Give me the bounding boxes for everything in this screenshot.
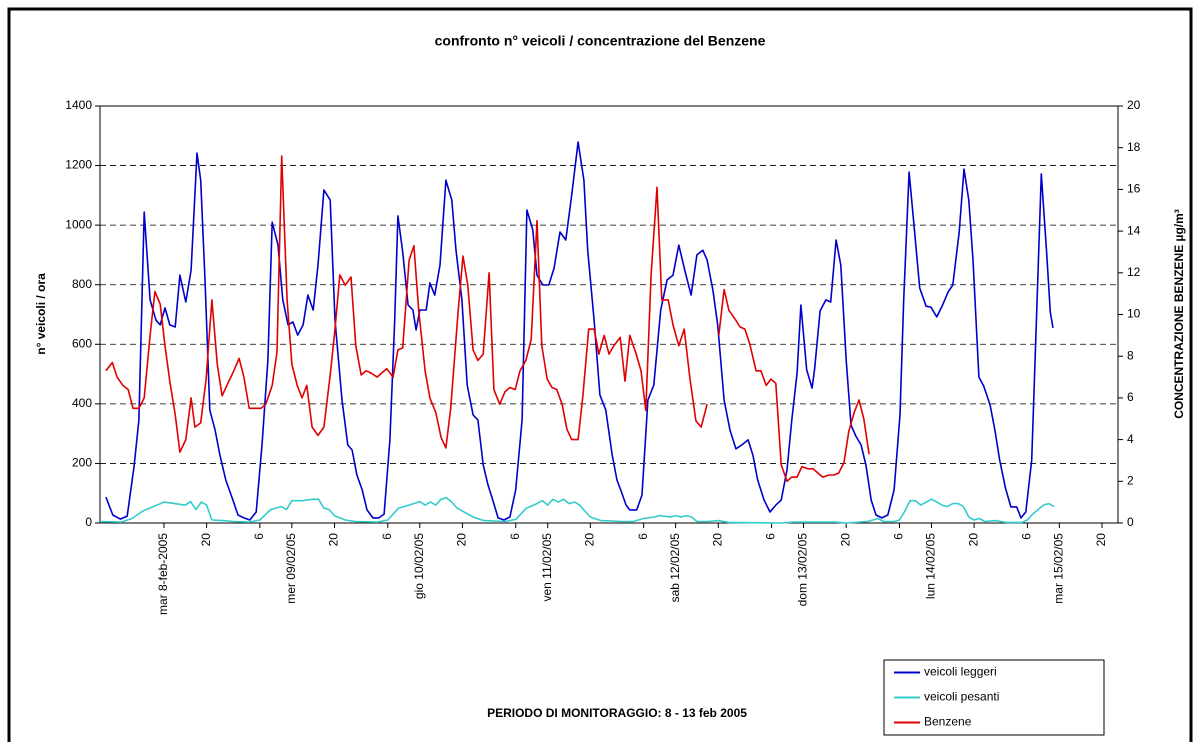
series-line — [105, 141, 1054, 521]
legend-label: veicoli leggeri — [924, 665, 997, 679]
y-tick-label: 1000 — [65, 217, 92, 231]
x-tick-label: 20 — [199, 533, 213, 547]
y2-tick-label: 20 — [1127, 98, 1141, 112]
y-axis-label: n° veicoli / ora — [34, 273, 48, 355]
y2-tick-label: 16 — [1127, 182, 1141, 196]
y-tick-label: 200 — [72, 456, 92, 470]
x-tick-label: gio 10/02/05 — [412, 533, 426, 599]
y2-tick-label: 6 — [1127, 390, 1134, 404]
y-tick-label: 0 — [85, 515, 92, 529]
x-tick-label: 20 — [710, 533, 724, 547]
x-tick-label: 6 — [1020, 533, 1034, 540]
x-tick-label: 20 — [327, 533, 341, 547]
x-tick-label: 6 — [892, 533, 906, 540]
legend-label: Benzene — [924, 715, 972, 729]
y-tick-label: 600 — [72, 336, 92, 350]
x-tick-label: 6 — [252, 533, 266, 540]
y2-tick-label: 4 — [1127, 432, 1134, 446]
x-tick-label: 20 — [583, 533, 597, 547]
x-tick-label: sab 12/02/05 — [668, 533, 682, 603]
x-tick-label: 20 — [966, 533, 980, 547]
series-line — [99, 496, 1055, 524]
frame — [7, 7, 1193, 747]
y2-axis-label: CONCENTRAZIONE BENZENE µg/m³ — [1172, 209, 1186, 419]
x-tick-label: dom 13/02/05 — [796, 533, 810, 607]
x-tick-label: 6 — [764, 533, 778, 540]
y-tick-label: 800 — [72, 277, 92, 291]
y2-tick-label: 14 — [1127, 223, 1141, 237]
x-tick-label: lun 14/02/05 — [924, 533, 938, 599]
legend-box — [883, 659, 1105, 736]
y2-tick-label: 18 — [1127, 140, 1141, 154]
x-tick-label: 6 — [636, 533, 650, 540]
legend-label: veicoli pesanti — [924, 690, 999, 704]
y2-tick-label: 10 — [1127, 307, 1141, 321]
x-tick-label: ven 11/02/05 — [540, 533, 554, 602]
y2-tick-label: 8 — [1127, 348, 1134, 362]
y2-tick-label: 0 — [1127, 515, 1134, 529]
x-tick-label: mer 09/02/05 — [284, 533, 298, 604]
y2-tick-label: 2 — [1127, 473, 1134, 487]
y2-tick-label: 12 — [1127, 265, 1141, 279]
x-tick-label: 20 — [1094, 533, 1108, 547]
y-tick-label: 1200 — [65, 158, 92, 172]
y-tick-label: 1400 — [65, 98, 92, 112]
chart-title: confronto n° veicoli / concentrazione de… — [435, 33, 766, 49]
x-tick-label: 20 — [455, 533, 469, 547]
x-tick-label: mar 8-feb-2005 — [156, 533, 170, 615]
x-tick-label: mar 15/02/05 — [1052, 533, 1066, 604]
series-line — [105, 155, 870, 483]
x-tick-label: 6 — [380, 533, 394, 540]
x-tick-label: 6 — [508, 533, 522, 540]
y-tick-label: 400 — [72, 396, 92, 410]
subtitle: PERIODO DI MONITORAGGIO: 8 - 13 feb 2005 — [487, 706, 747, 720]
x-tick-label: 20 — [838, 533, 852, 547]
